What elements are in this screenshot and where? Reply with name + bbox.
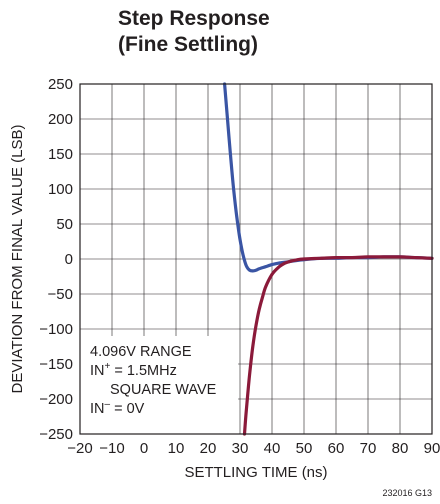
series-layer — [223, 82, 434, 436]
x-tick-label: 20 — [200, 440, 217, 457]
y-tick-label: 0 — [65, 251, 73, 268]
figure-id: 232016 G13 — [382, 488, 432, 498]
x-tick-label: −10 — [99, 440, 124, 457]
annotation-box — [80, 336, 238, 435]
chart-title: Step Response (Fine Settling) — [118, 6, 270, 58]
y-tick-label: 250 — [48, 76, 73, 93]
series-line-2 — [242, 255, 434, 436]
plot-frame — [79, 83, 433, 435]
annotation-line-1: 4.096V RANGE — [90, 344, 192, 360]
test-conditions-annotation: 4.096V RANGE IN+ = 1.5MHz SQUARE WAVE IN… — [80, 336, 238, 435]
y-tick-label: 100 — [48, 181, 73, 198]
y-tick-label: −100 — [39, 321, 73, 338]
y-tick-label: −150 — [39, 356, 73, 373]
series-line-1 — [223, 82, 434, 273]
y-tick-label: −250 — [39, 426, 73, 443]
y-tick-label: −200 — [39, 391, 73, 408]
y-tick-label: 200 — [48, 111, 73, 128]
chart-title-line-1: Step Response — [118, 7, 270, 30]
x-tick-label: 70 — [360, 440, 377, 457]
x-tick-label: 0 — [140, 440, 148, 457]
y-axis-label: DEVIATION FROM FINAL VALUE (LSB) — [9, 125, 26, 394]
y-tick-label: 150 — [48, 146, 73, 163]
y-tick-label: 50 — [56, 216, 73, 233]
x-axis-label: SETTLING TIME (ns) — [184, 464, 327, 481]
x-tick-label: 90 — [424, 440, 440, 457]
x-tick-label: 60 — [328, 440, 345, 457]
tick-labels: −20 −10 0 10 20 30 40 50 60 70 80 90250200150100500… — [39, 76, 440, 457]
x-tick-label: 40 — [264, 440, 281, 457]
x-tick-label: 50 — [296, 440, 313, 457]
x-tick-label: 30 — [232, 440, 249, 457]
x-tick-label: 80 — [392, 440, 409, 457]
annotation-line-2: IN+ = 1.5MHz — [90, 361, 177, 379]
x-tick-label: 10 — [168, 440, 185, 457]
y-tick-label: −50 — [48, 286, 73, 303]
annotation-line-4: IN– = 0V — [90, 399, 145, 417]
chart-title-line-2: (Fine Settling) — [118, 33, 258, 56]
x-tick-label: −20 — [67, 440, 92, 457]
annotation-line-3: SQUARE WAVE — [110, 382, 217, 398]
